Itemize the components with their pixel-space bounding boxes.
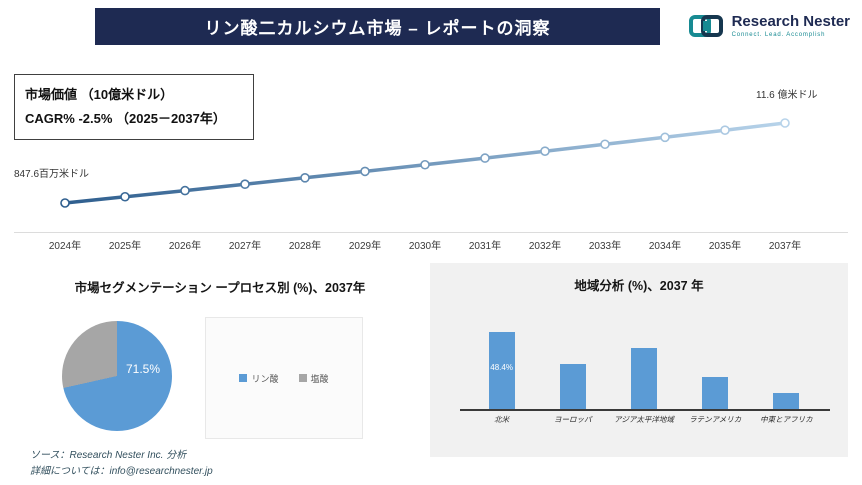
bar-chart-axis <box>460 409 830 411</box>
bar <box>702 377 729 409</box>
market-value-label: 市場価値 （10億米ドル） <box>25 87 174 102</box>
bar-value-label: 48.4% <box>490 362 513 372</box>
bar-category-label: アジア太平洋地域 <box>614 415 674 424</box>
bar-cell <box>608 348 679 409</box>
bar-category-label: ヨーロッパ <box>554 415 592 424</box>
footer-source: ソース：Research Nester Inc. 分析 <box>30 450 187 461</box>
x-axis-labels: 2024年 2025年 2026年 2027年 2028年 2029年 2030年 2031年… <box>0 237 862 253</box>
line-marker <box>780 118 790 128</box>
line-marker <box>660 132 670 143</box>
x-axis-tick-label: 2024年 <box>48 241 82 252</box>
x-axis-tick-label: 2032年 <box>528 241 562 252</box>
bar-category-label: 北米 <box>494 415 510 424</box>
pie-value-label: 71.5% <box>126 362 161 376</box>
x-axis-tick-label: 2034年 <box>648 241 682 252</box>
bar-category-labels: 北米 ヨーロッパ アジア太平洋地域 ラテンアメリカ 中東とアフリカ <box>466 414 822 425</box>
x-axis-tick-label: 2027年 <box>228 241 262 252</box>
bar-cell: 48.4% <box>466 332 537 409</box>
brand-logo-icon <box>688 15 723 37</box>
brand-name: Research Nester <box>731 12 850 30</box>
bar: 48.4% <box>488 332 515 409</box>
bar-category-label: ラテンアメリカ <box>689 415 742 424</box>
bar-cell <box>537 364 608 409</box>
footer-contact: 詳細については：info@researchnester.jp <box>30 466 213 477</box>
x-axis-line <box>14 232 848 233</box>
bar-chart-title: 地域分析 (%)、2037 年 <box>574 279 704 293</box>
x-axis-tick-label: 2028年 <box>288 241 322 252</box>
legend-swatch-icon <box>298 374 307 382</box>
pie-chart <box>62 321 172 431</box>
line-end-value-label: 11.6 億米ドル <box>756 90 818 101</box>
x-axis-tick-label: 2031年 <box>468 241 502 252</box>
brand-tagline: Connect. Lead. Accomplish <box>731 32 826 39</box>
x-axis-tick-label: 2029年 <box>348 241 382 252</box>
regional-analysis-panel: 地域分析 (%)、2037 年 48.4% 北米 ヨーロッパ アジア太平洋地域 ラテン… <box>430 263 848 457</box>
x-axis-tick-label: 2025年 <box>108 241 142 252</box>
brand-logo: Research Nester Connect. Lead. Accomplis… <box>688 12 850 40</box>
legend-item: リン酸 <box>239 372 279 385</box>
bar-cell <box>751 393 822 409</box>
line-marker <box>360 166 370 177</box>
footer: ソース：Research Nester Inc. 分析 詳細については：info… <box>30 448 213 480</box>
line-marker <box>180 185 190 196</box>
x-axis-tick-label: 2037年 <box>768 241 802 252</box>
line-marker <box>60 198 70 208</box>
cagr-label: CAGR% -2.5% （2025－2037年） <box>25 111 226 127</box>
page-title: リン酸二カルシウム市場 – レポートの洞察 <box>95 8 660 45</box>
line-marker <box>120 191 130 202</box>
line-marker <box>720 125 730 135</box>
line-marker <box>420 159 430 170</box>
bar <box>559 364 586 409</box>
legend-swatch-icon <box>239 374 248 382</box>
line-marker <box>300 173 310 183</box>
legend-label: 塩酸 <box>310 373 329 384</box>
x-axis-tick-label: 2030年 <box>408 241 442 252</box>
line-marker <box>540 146 550 156</box>
legend-label: リン酸 <box>251 373 279 384</box>
line-start-value-label: 847.6百万米ドル <box>14 169 90 180</box>
line-marker <box>480 153 490 163</box>
legend-item: 塩酸 <box>298 372 329 385</box>
bar-chart: 48.4% <box>466 263 822 409</box>
bar-category-label: 中東とアフリカ <box>760 415 813 424</box>
line-chart <box>60 118 790 208</box>
line-marker <box>600 139 610 150</box>
pie-chart-title: 市場セグメンテーション ープロセス別 (%)、2037年 <box>74 281 366 295</box>
x-axis-tick-label: 2035年 <box>708 241 742 252</box>
x-axis-tick-label: 2033年 <box>588 241 622 252</box>
pie-legend: リン酸 塩酸 <box>239 372 329 385</box>
pie-legend-panel: リン酸 塩酸 <box>205 317 363 439</box>
bar-cell <box>680 377 751 409</box>
line-marker <box>240 179 250 190</box>
market-value-box: 市場価値 （10億米ドル） CAGR% -2.5% （2025－2037年） <box>14 74 254 141</box>
x-axis-tick-label: 2026年 <box>168 241 202 252</box>
bar <box>631 348 657 409</box>
bar <box>773 393 800 409</box>
